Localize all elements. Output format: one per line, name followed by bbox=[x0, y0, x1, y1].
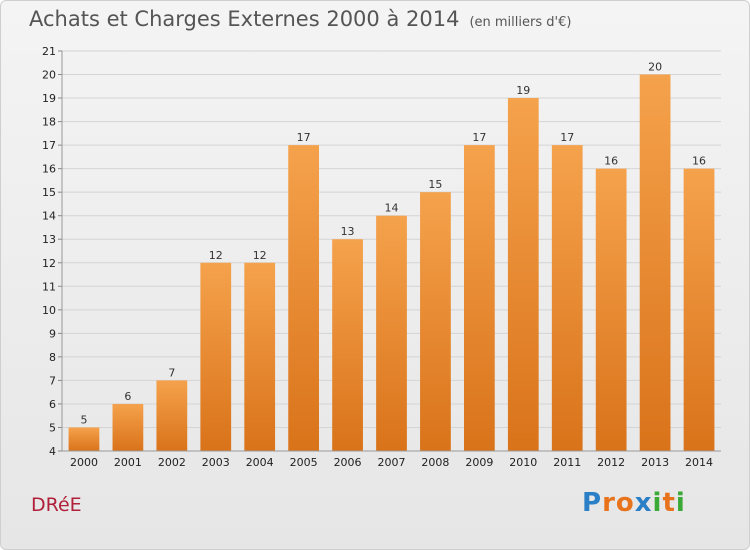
bar-2005 bbox=[288, 145, 320, 451]
y-tick-label: 13 bbox=[42, 233, 56, 246]
bar-2012 bbox=[595, 168, 627, 451]
bar-value-label: 17 bbox=[297, 131, 311, 144]
y-tick-label: 12 bbox=[42, 257, 56, 270]
bar-2006 bbox=[332, 239, 363, 451]
logo-letter: i bbox=[675, 488, 686, 518]
bar-2002 bbox=[156, 380, 188, 451]
x-tick-label: 2004 bbox=[246, 456, 274, 469]
bar-value-label: 12 bbox=[253, 249, 267, 262]
title-text: Achats et Charges Externes 2000 à 2014 bbox=[29, 7, 460, 31]
x-tick-label: 2009 bbox=[465, 456, 493, 469]
bar-value-label: 16 bbox=[604, 155, 618, 168]
bar-2004 bbox=[244, 262, 276, 451]
commune-name: DRéE bbox=[31, 494, 82, 516]
logo-letter: P bbox=[582, 488, 603, 518]
bar-value-label: 15 bbox=[428, 178, 442, 191]
x-tick-label: 2013 bbox=[641, 456, 669, 469]
logo-letter: o bbox=[615, 488, 635, 518]
logo-letter: r bbox=[602, 488, 616, 518]
x-tick-label: 2001 bbox=[114, 456, 142, 469]
x-tick-label: 2011 bbox=[553, 456, 581, 469]
bar-2007 bbox=[376, 215, 407, 451]
chart-subtitle: (en milliers d'€) bbox=[469, 15, 572, 30]
bar-value-label: 5 bbox=[80, 413, 87, 426]
y-tick-label: 5 bbox=[49, 421, 56, 434]
bar-2008 bbox=[420, 192, 451, 452]
y-tick-label: 10 bbox=[42, 304, 56, 317]
x-tick-label: 2010 bbox=[509, 456, 537, 469]
y-tick-label: 21 bbox=[42, 45, 56, 58]
bar-value-label: 20 bbox=[648, 61, 662, 74]
y-tick-label: 4 bbox=[49, 445, 56, 458]
y-tick-label: 7 bbox=[49, 374, 56, 387]
x-tick-label: 2008 bbox=[421, 456, 449, 469]
chart-title: Achats et Charges Externes 2000 à 2014 (e… bbox=[29, 7, 571, 31]
x-axis: 2000 2001 2002 2003 2004 2005 2006 2007 2008 2009… bbox=[62, 450, 721, 469]
bar-value-label: 17 bbox=[560, 131, 574, 144]
y-tick-label: 11 bbox=[42, 280, 56, 293]
bar-2009 bbox=[463, 145, 495, 451]
bars: 5 6 7 12 12 17 13 14 15 17 19 17 16 20 16 bbox=[68, 61, 715, 452]
bar-2000 bbox=[68, 427, 100, 451]
y-tick-label: 14 bbox=[42, 210, 56, 223]
bar-value-label: 17 bbox=[472, 131, 486, 144]
y-tick-label: 15 bbox=[42, 186, 56, 199]
y-tick-label: 19 bbox=[42, 92, 56, 105]
bar-value-label: 19 bbox=[516, 84, 530, 97]
x-tick-label: 2006 bbox=[334, 456, 362, 469]
logo-letter: x bbox=[634, 488, 653, 518]
bar-value-label: 12 bbox=[209, 249, 223, 262]
bar-value-label: 6 bbox=[124, 390, 131, 403]
x-tick-label: 2012 bbox=[597, 456, 625, 469]
y-tick-label: 18 bbox=[42, 116, 56, 129]
x-tick-label: 2002 bbox=[158, 456, 186, 469]
x-tick-label: 2003 bbox=[202, 456, 230, 469]
bar-2010 bbox=[507, 98, 539, 451]
bar-value-label: 14 bbox=[385, 202, 399, 215]
bar-2001 bbox=[112, 403, 144, 451]
logo-letter: i bbox=[652, 488, 663, 518]
bar-value-label: 13 bbox=[341, 225, 355, 238]
y-tick-label: 8 bbox=[49, 351, 56, 364]
y-axis: 4 5 6 7 8 9 10 11 12 13 14 15 16 17 18 19 20 21 bbox=[42, 45, 63, 458]
bar-2013 bbox=[639, 74, 671, 451]
x-tick-label: 2000 bbox=[70, 456, 98, 469]
y-tick-label: 20 bbox=[42, 69, 56, 82]
bar-value-label: 16 bbox=[692, 155, 706, 168]
x-tick-label: 2005 bbox=[290, 456, 318, 469]
y-tick-label: 16 bbox=[42, 163, 56, 176]
y-tick-label: 17 bbox=[42, 139, 56, 152]
x-tick-label: 2007 bbox=[378, 456, 406, 469]
bar-value-label: 7 bbox=[168, 366, 175, 379]
bar-2003 bbox=[200, 262, 232, 451]
y-tick-label: 9 bbox=[49, 327, 56, 340]
y-tick-label: 6 bbox=[49, 398, 56, 411]
bar-2014 bbox=[683, 168, 715, 451]
logo-letter: t bbox=[662, 488, 676, 518]
proxiti-logo[interactable]: Proxiti bbox=[582, 488, 686, 518]
bar-2011 bbox=[551, 145, 583, 451]
x-tick-label: 2014 bbox=[685, 456, 713, 469]
